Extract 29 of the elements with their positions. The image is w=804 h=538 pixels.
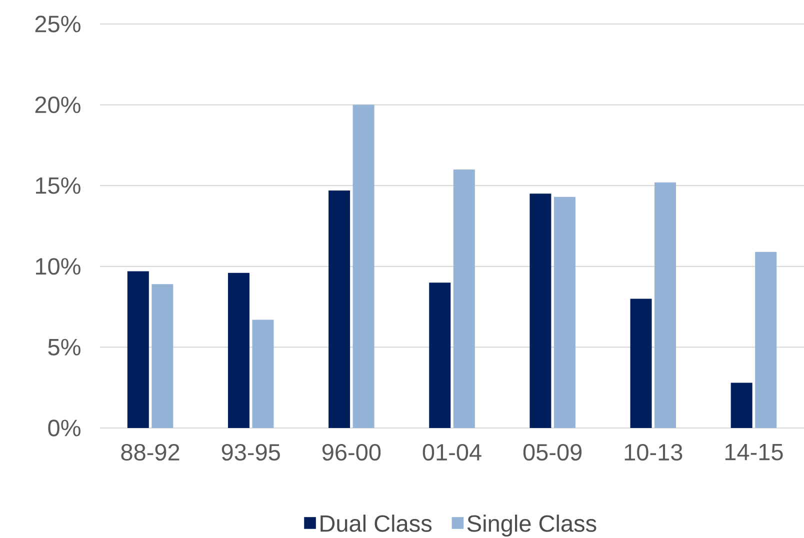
x-tick-label: 10-13 <box>624 444 682 461</box>
x-tick-label: 96-00 <box>322 444 381 461</box>
legend-label: Dual Class <box>320 514 432 532</box>
y-tick-label: 5% <box>48 338 80 356</box>
bar <box>252 320 274 428</box>
bar <box>755 252 777 428</box>
bar <box>654 182 676 428</box>
x-tick-label: 01-04 <box>422 444 482 461</box>
bar <box>328 190 350 428</box>
x-tick-label: 05-09 <box>523 444 582 461</box>
y-tick-label: 0% <box>48 420 80 436</box>
bar <box>429 282 451 428</box>
bar <box>228 272 250 428</box>
bar <box>352 104 374 428</box>
bar <box>453 169 475 428</box>
bar <box>127 271 149 428</box>
bar <box>730 382 752 428</box>
x-tick-label: 14-15 <box>725 444 783 460</box>
y-tick-label: 15% <box>36 177 80 194</box>
y-tick-label: 10% <box>36 258 80 275</box>
y-tick-label: 25% <box>35 16 80 32</box>
x-tick-label: 93-95 <box>222 444 280 461</box>
bar <box>530 194 552 428</box>
y-tick-label: 20% <box>35 96 80 114</box>
x-tick-label: 88-92 <box>121 444 180 461</box>
legend-label: Single Class <box>467 514 596 537</box>
bar <box>152 284 174 428</box>
bar <box>554 196 576 428</box>
bar <box>630 298 652 428</box>
